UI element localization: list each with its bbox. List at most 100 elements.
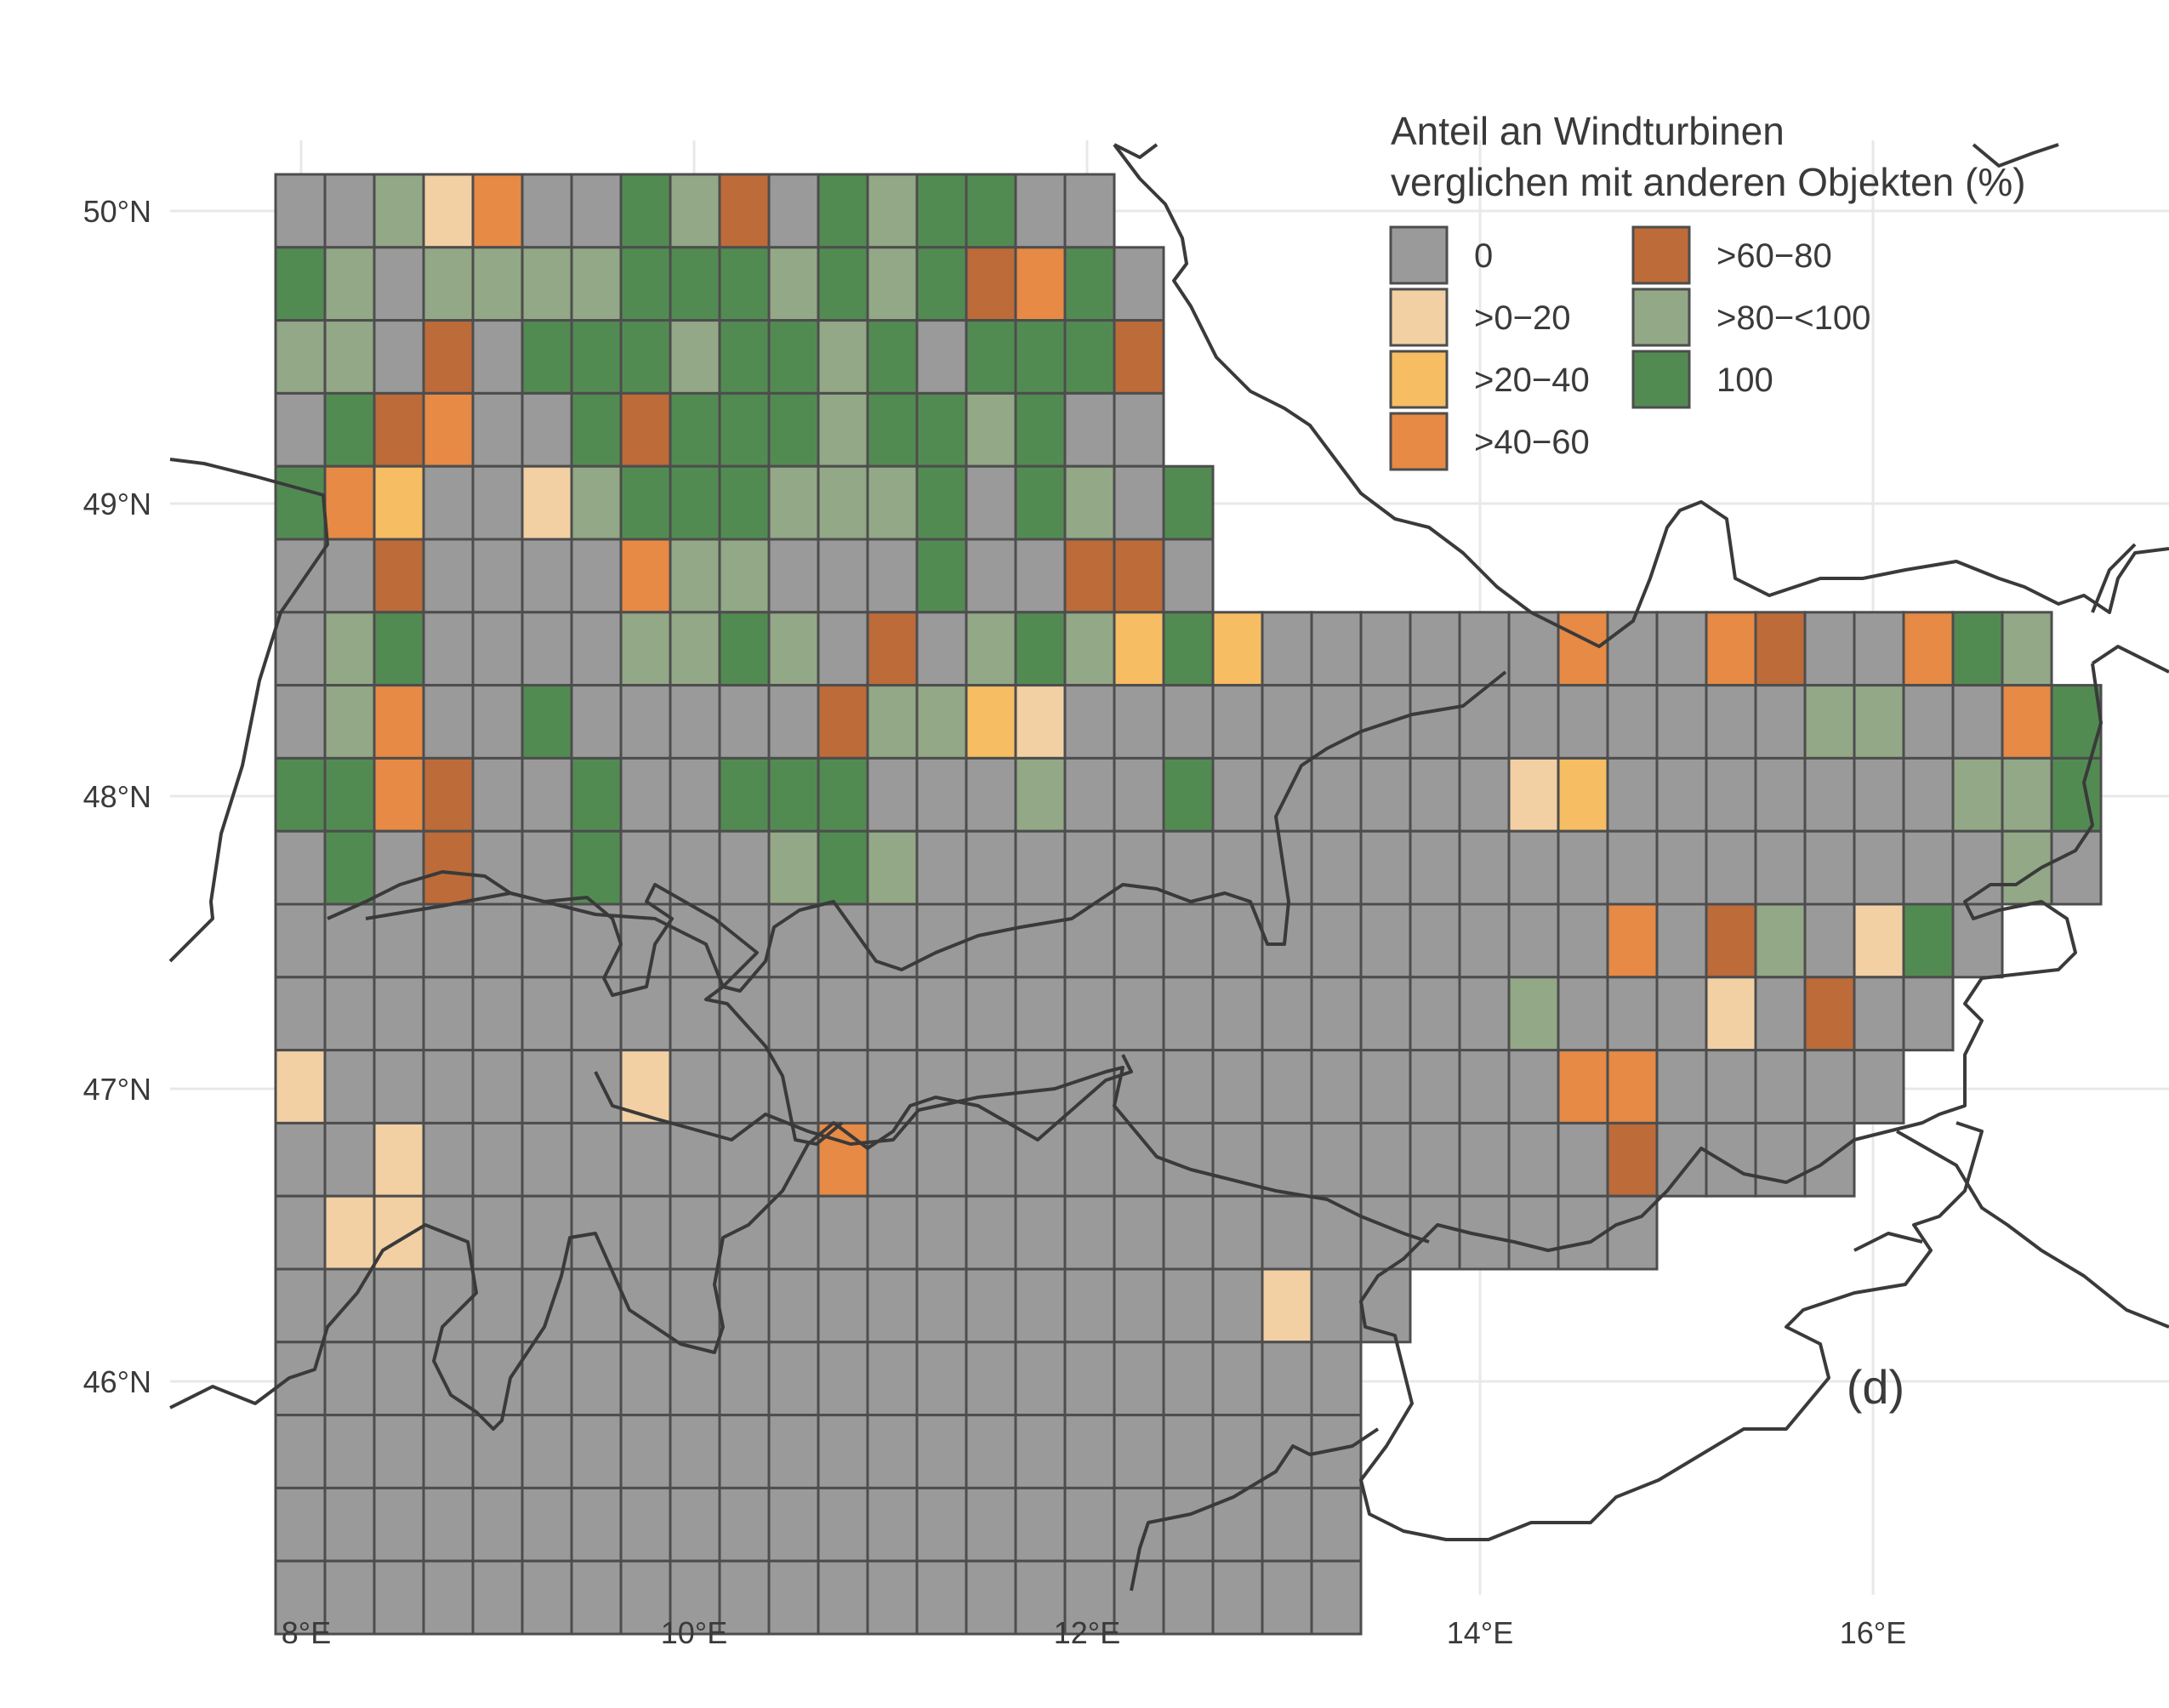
grid-cell <box>471 976 524 1052</box>
legend-swatch <box>1389 412 1449 471</box>
grid-cell <box>669 391 721 468</box>
legend-label: 100 <box>1716 362 1773 399</box>
grid-cell <box>1853 976 1905 1052</box>
legend-swatch <box>1389 288 1449 347</box>
grid-cell <box>1557 611 1609 687</box>
grid-cell <box>1754 1121 1807 1198</box>
boundary-hungary <box>1896 1130 2169 1329</box>
grid-cell <box>718 391 771 468</box>
grid-cell <box>915 1559 968 1636</box>
grid-cell <box>471 1486 524 1563</box>
grid-cell <box>718 1267 771 1344</box>
grid-cell <box>1606 976 1659 1052</box>
grid-cell <box>866 611 919 687</box>
grid-cell <box>817 319 869 395</box>
grid-cell <box>1557 756 1609 833</box>
grid-cell <box>1557 976 1609 1052</box>
grid-cell <box>1211 1267 1264 1344</box>
grid-cell <box>274 1486 327 1563</box>
grid-cell <box>471 464 524 541</box>
grid-cell <box>965 829 1017 906</box>
grid-cell <box>1655 1049 1708 1124</box>
grid-cell <box>669 319 721 395</box>
grid-cell <box>471 319 524 395</box>
grid-cell <box>1113 1049 1165 1124</box>
grid-cell <box>1211 902 1264 979</box>
grid-cell <box>323 1121 376 1198</box>
grid-cell <box>915 684 968 760</box>
grid-cell <box>1162 1414 1215 1489</box>
grid-cell <box>767 391 820 468</box>
grid-cell <box>471 538 524 614</box>
grid-cell <box>1063 538 1116 614</box>
grid-cell <box>718 319 771 395</box>
y-tick-label: 49°N <box>83 487 151 521</box>
grid-cell <box>965 1559 1017 1636</box>
legend-swatch <box>1631 288 1691 347</box>
grid-cell <box>866 1267 919 1344</box>
grid-cell <box>274 902 327 979</box>
grid-cell <box>570 246 623 322</box>
grid-cell <box>1063 1194 1116 1271</box>
grid-cell <box>619 1414 672 1489</box>
grid-cell <box>669 902 721 979</box>
grid-cell <box>915 1121 968 1198</box>
grid-cell <box>471 246 524 322</box>
grid-cell <box>1655 611 1708 687</box>
grid-cell <box>1063 684 1116 760</box>
grid-cell <box>1310 902 1363 979</box>
grid-cell <box>274 829 327 906</box>
grid-cell <box>323 246 376 322</box>
grid-cell <box>915 1267 968 1344</box>
grid-cell <box>1113 684 1165 760</box>
grid-cell <box>373 1341 425 1417</box>
grid-cell <box>274 1194 327 1271</box>
grid-cell <box>669 1414 721 1489</box>
grid-cell <box>1655 902 1708 979</box>
grid-cell <box>866 1341 919 1417</box>
grid-cell <box>1606 902 1659 979</box>
legend-label: 0 <box>1474 237 1493 275</box>
legend-item: >80−<100 <box>1631 288 1870 347</box>
legend-swatch <box>1389 350 1449 409</box>
grid-cell <box>669 173 721 249</box>
grid-cell <box>422 1486 475 1563</box>
grid-cell <box>1261 1559 1313 1636</box>
grid-cell <box>1014 684 1067 760</box>
grid-cell <box>767 1486 820 1563</box>
grid-cell <box>965 611 1017 687</box>
grid-cell <box>1113 1267 1165 1344</box>
grid-cell <box>817 173 869 249</box>
grid-cell <box>1902 611 1955 687</box>
grid-cell <box>767 1194 820 1271</box>
grid-cell <box>1014 1486 1067 1563</box>
y-tick-label: 47°N <box>83 1072 151 1107</box>
grid-cell <box>521 1341 573 1417</box>
grid-cell <box>521 464 573 541</box>
grid-cell <box>422 464 475 541</box>
grid-cell <box>1655 829 1708 906</box>
grid-cell <box>817 246 869 322</box>
grid-cell <box>1606 1194 1659 1271</box>
grid-cell <box>965 391 1017 468</box>
boundary-slovenia-croatia <box>1130 1427 1380 1591</box>
grid-cell <box>1705 756 1757 833</box>
grid-cell <box>1211 1194 1264 1271</box>
grid-cell <box>422 976 475 1052</box>
grid-cell <box>619 391 672 468</box>
grid-cell <box>323 464 376 541</box>
grid-cell <box>1310 1049 1363 1124</box>
grid-cell <box>521 684 573 760</box>
grid-cell <box>1606 684 1659 760</box>
grid-cell <box>817 1194 869 1271</box>
grid-cell <box>323 1049 376 1124</box>
grid-cell <box>570 976 623 1052</box>
grid-cell <box>619 756 672 833</box>
grid-cell <box>422 1121 475 1198</box>
grid-cell <box>1655 684 1708 760</box>
grid-cell <box>2001 684 2053 760</box>
grid-cell <box>619 829 672 906</box>
grid-cell <box>1113 756 1165 833</box>
grid-cell <box>1409 611 1461 687</box>
grid-cell <box>1113 464 1165 541</box>
